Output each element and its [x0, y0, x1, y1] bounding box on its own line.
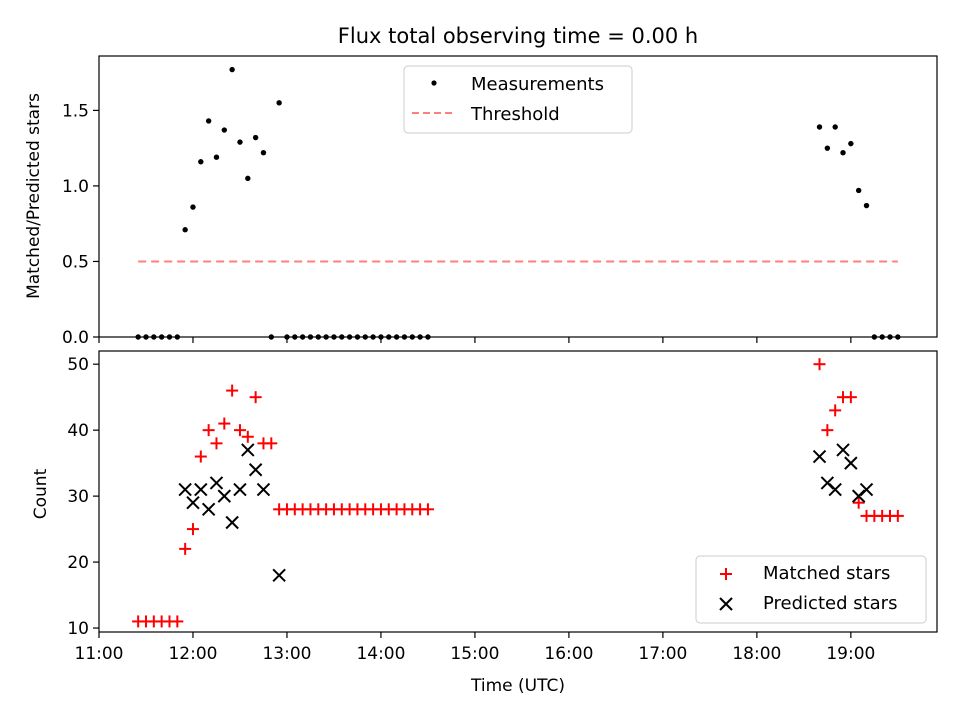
ratio-ytick-label: 0.5: [62, 252, 89, 272]
measurements-point: [816, 124, 823, 130]
measurements-point: [824, 145, 831, 151]
matched-stars-point: [194, 450, 207, 463]
count-xtick-label: 16:00: [544, 644, 593, 664]
measurements-point: [213, 154, 220, 160]
matched-stars-point: [179, 542, 192, 555]
predicted-stars-point: [225, 515, 239, 530]
count-ylabel: Count: [31, 468, 51, 519]
ratio-panel: 0.0 0.5 1.0 1.5 Matched/Predicted stars Mea…: [24, 55, 938, 348]
measurements-point: [848, 140, 854, 147]
legend-measurements-marker: [431, 80, 437, 86]
measurements-point: [237, 139, 243, 145]
measurements-point: [252, 134, 259, 141]
matched-stars-point: [852, 496, 865, 509]
count-xlabel: Time (UTC): [470, 676, 565, 696]
measurements-point: [260, 149, 267, 156]
ratio-ytick-label: 1.0: [62, 177, 89, 197]
measurements-point: [221, 127, 228, 133]
predicted-stars-point: [241, 443, 255, 457]
legend-matched-marker: [720, 568, 732, 580]
count-ytick-label: 50: [67, 355, 89, 375]
matched-stars-point: [210, 437, 223, 450]
predicted-stars-point: [859, 482, 874, 497]
measurements-point: [198, 159, 204, 165]
measurements-point: [245, 175, 251, 182]
measurements-point: [855, 187, 862, 194]
predicted-stars-point: [828, 482, 842, 497]
matched-stars-point: [813, 358, 826, 371]
count-ytick-label: 40: [67, 421, 89, 441]
matched-stars-point: [829, 404, 842, 417]
legend-predicted-marker: [719, 597, 733, 611]
count-xtick-label: 19:00: [826, 644, 875, 664]
legend-threshold-label: Threshold: [470, 104, 560, 125]
count-ytick-label: 20: [67, 553, 89, 573]
matched-stars-point: [218, 417, 231, 430]
matched-stars-point: [421, 503, 434, 516]
matched-stars-point: [171, 615, 184, 628]
count-xtick-label: 18:00: [732, 644, 781, 664]
count-panel: 10 20 30 40 50 11:00 12:00 13:00 14:00 15:00 16:0…: [31, 350, 938, 696]
matched-stars-point: [186, 523, 199, 536]
count-xtick-label: 11:00: [75, 644, 124, 664]
count-ytick-label: 30: [67, 487, 89, 507]
count-xtick-label: 15:00: [450, 644, 499, 664]
predicted-stars-point: [178, 482, 192, 497]
measurements-point: [182, 227, 188, 233]
predicted-stars-point: [248, 463, 263, 477]
measurements-point: [190, 204, 196, 210]
matched-stars-point: [821, 424, 834, 437]
count-xtick-label: 13:00: [262, 644, 311, 664]
predicted-stars-point: [194, 482, 208, 497]
ratio-legend: Measurements Threshold: [403, 65, 633, 134]
matched-stars-point: [233, 424, 246, 437]
matched-stars-point: [891, 509, 904, 522]
predicted-stars-point: [272, 568, 286, 582]
ratio-legend-box: [403, 65, 633, 134]
measurements-point: [229, 66, 235, 73]
predicted-stars-point: [217, 489, 232, 503]
count-ytick-label: 10: [67, 619, 89, 639]
measurements-point: [863, 202, 870, 209]
matched-stars-point: [226, 384, 239, 397]
predicted-stars-point: [836, 443, 850, 457]
predicted-stars-point: [209, 476, 224, 490]
chart-title: Flux total observing time = 0.00 h: [338, 24, 698, 48]
matched-stars-point: [249, 391, 262, 404]
count-xtick-label: 14:00: [356, 644, 405, 664]
legend-predicted-label: Predicted stars: [763, 593, 897, 614]
matched-stars-point: [844, 391, 857, 404]
matched-stars-point: [241, 430, 254, 443]
predicted-stars-point: [812, 449, 827, 464]
ratio-ylabel: Matched/Predicted stars: [24, 93, 44, 299]
predicted-stars-point: [844, 456, 858, 470]
count-xtick-label: 17:00: [638, 644, 687, 664]
predicted-stars-point: [256, 482, 271, 497]
measurements-point: [840, 149, 846, 156]
matched-stars-point: [265, 437, 278, 450]
predicted-stars-point: [201, 502, 216, 517]
ratio-axes-frame: [98, 55, 938, 338]
predicted-stars-point: [233, 482, 247, 497]
measurements-point: [205, 118, 212, 124]
ratio-ytick-label: 0.0: [62, 328, 89, 348]
measurements-point: [276, 100, 282, 106]
count-legend: Matched stars Predicted stars: [695, 555, 927, 624]
count-legend-box: [695, 555, 927, 624]
count-axes-frame: [98, 350, 938, 633]
legend-matched-label: Matched stars: [763, 563, 890, 584]
count-xtick-label: 12:00: [168, 644, 217, 664]
measurements-point: [832, 124, 838, 130]
legend-measurements-label: Measurements: [471, 74, 604, 95]
ratio-ytick-label: 1.5: [62, 101, 89, 121]
predicted-stars-point: [186, 496, 200, 510]
matched-stars-point: [202, 424, 215, 437]
